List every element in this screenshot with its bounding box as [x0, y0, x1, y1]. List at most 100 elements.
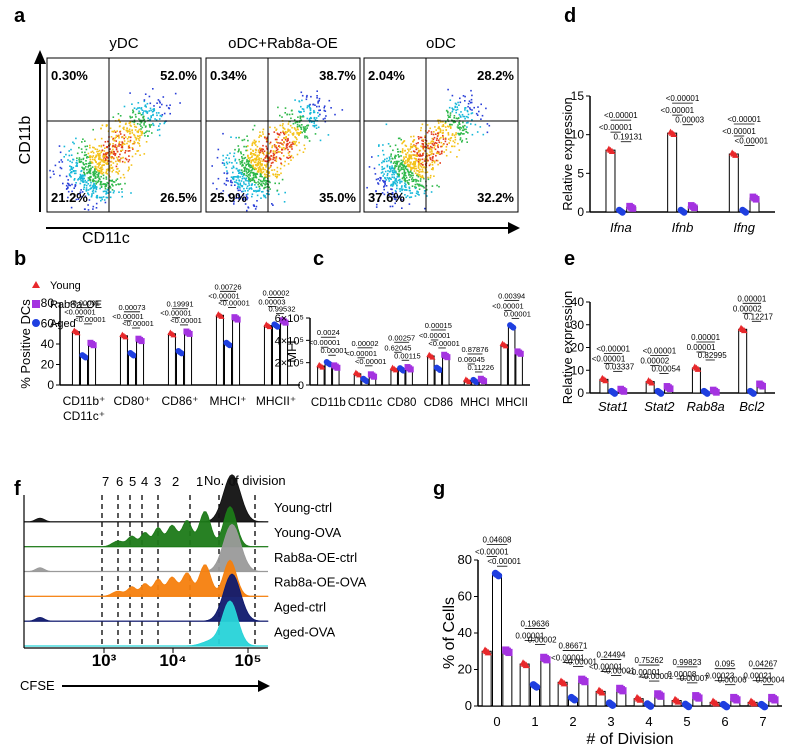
flow-event	[243, 138, 246, 141]
flow-event	[255, 157, 258, 159]
legend-marker	[32, 319, 40, 327]
flow-event	[241, 171, 244, 174]
flow-event	[91, 166, 94, 168]
flow-event	[395, 178, 397, 180]
flow-event	[442, 136, 444, 138]
flow-event	[97, 170, 100, 172]
flow-event	[382, 175, 384, 177]
p-value-label: <0.00001	[604, 111, 638, 120]
flow-event	[98, 164, 100, 167]
flow-event	[246, 172, 248, 174]
flow-event	[415, 142, 418, 145]
flow-event	[408, 163, 410, 166]
flow-event	[126, 127, 128, 130]
flow-event	[382, 144, 384, 146]
flow-event	[426, 154, 428, 157]
flow-event	[417, 170, 419, 172]
flow-event	[133, 107, 136, 109]
flow-event	[391, 157, 393, 160]
flow-event	[112, 185, 114, 187]
flow-event	[91, 194, 93, 197]
flow-event	[452, 108, 454, 111]
flow-event	[383, 188, 385, 191]
flow-event	[118, 170, 121, 172]
flow-event	[292, 156, 294, 159]
flow-event	[121, 143, 124, 145]
flow-event	[442, 138, 445, 140]
flow-event	[112, 191, 115, 194]
flow-event	[152, 113, 154, 116]
flow-event	[447, 126, 450, 128]
flow-event	[439, 119, 441, 122]
flow-event	[243, 170, 245, 173]
flow-event	[417, 191, 419, 193]
flow-event	[316, 90, 318, 92]
flow-event	[233, 152, 236, 155]
flow-event	[92, 185, 95, 188]
flow-event	[262, 160, 264, 162]
flow-event	[257, 167, 260, 169]
flow-event	[115, 134, 118, 137]
flow-event	[107, 192, 109, 194]
flow-event	[399, 169, 401, 172]
flow-event	[256, 164, 258, 166]
flow-event	[287, 137, 289, 140]
flow-event	[99, 187, 101, 190]
flow-event	[409, 148, 411, 150]
flow-event	[435, 139, 438, 141]
flow-event	[234, 148, 236, 151]
flow-event	[248, 158, 251, 161]
flow-event	[467, 116, 469, 119]
flow-event	[403, 173, 406, 175]
flow-event	[117, 173, 120, 175]
flow-event	[82, 167, 84, 170]
flow-event	[99, 163, 101, 165]
flow-event	[233, 176, 235, 178]
flow-event	[115, 171, 117, 173]
flow-event	[137, 150, 140, 152]
flow-event	[110, 164, 112, 166]
category-label: Bcl2	[739, 399, 765, 414]
flow-event	[276, 166, 279, 169]
flow-event	[110, 151, 113, 154]
flow-event	[299, 116, 302, 118]
flow-event	[80, 158, 82, 161]
p-value-label: <0.00001	[74, 315, 106, 324]
flow-event	[239, 187, 241, 189]
panel-label-c: c	[313, 248, 324, 270]
flow-event	[111, 152, 114, 154]
flow-event	[244, 166, 247, 168]
flow-event	[275, 129, 277, 131]
flow-event	[254, 161, 257, 163]
flow-event	[391, 191, 394, 194]
flow-event	[433, 161, 436, 164]
flow-event	[252, 166, 255, 168]
flow-event	[420, 136, 423, 139]
flow-event	[275, 128, 278, 131]
flow-event	[84, 145, 87, 148]
flow-event	[95, 196, 98, 198]
bar	[515, 352, 523, 386]
p-value-label: 0.03337	[605, 362, 634, 371]
flow-event	[390, 153, 392, 155]
y-tick-label: 20	[571, 341, 585, 355]
flow-event	[410, 143, 412, 145]
flow-event	[256, 145, 259, 148]
data-point	[74, 329, 81, 336]
flow-event	[403, 170, 406, 172]
flow-event	[486, 131, 489, 134]
bar	[605, 149, 616, 213]
flow-event	[241, 139, 244, 142]
flow-event	[383, 186, 385, 188]
flow-event	[414, 172, 417, 174]
flow-event	[394, 170, 396, 172]
data-point	[723, 703, 731, 711]
flow-event	[244, 178, 247, 180]
flow-event	[225, 166, 228, 169]
flow-event	[305, 98, 308, 101]
flow-event	[279, 151, 281, 153]
flow-event	[444, 121, 447, 123]
flow-event	[71, 190, 73, 193]
flow-event	[422, 138, 424, 141]
flow-event	[100, 186, 103, 188]
